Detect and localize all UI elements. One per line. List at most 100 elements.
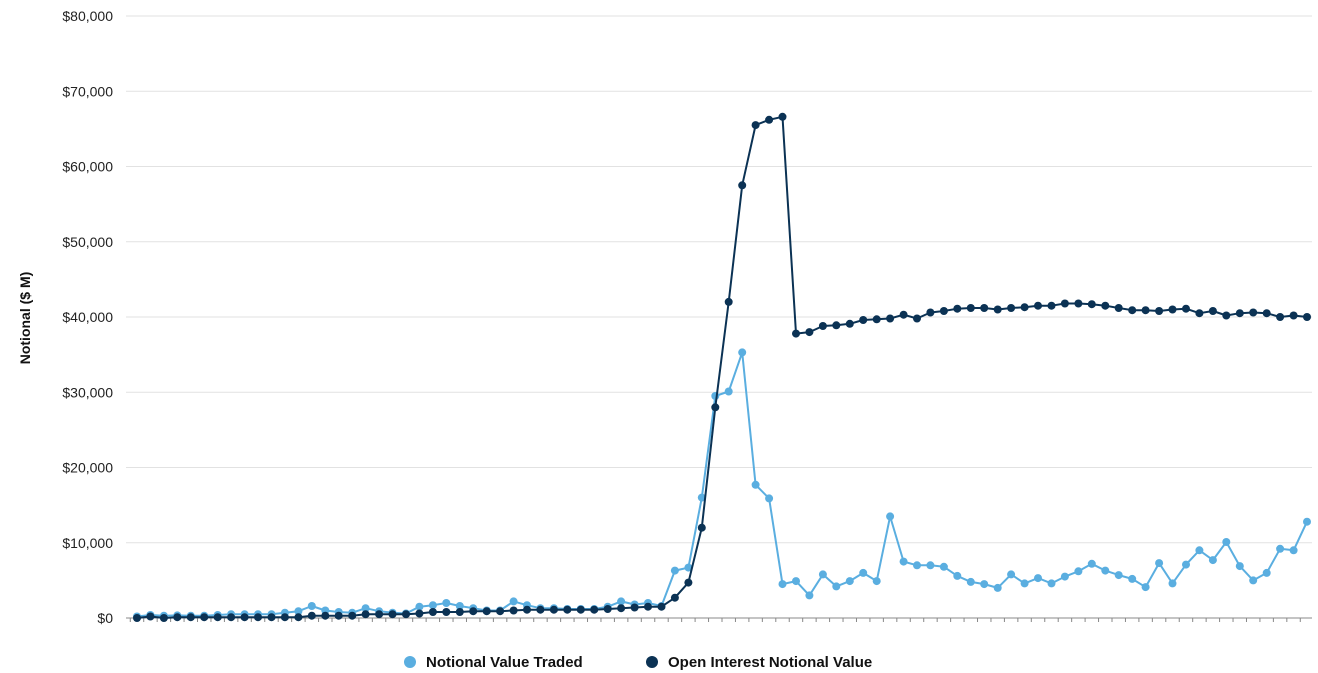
data-point <box>725 298 733 306</box>
y-tick-label: $70,000 <box>62 83 113 99</box>
data-point <box>805 328 813 336</box>
data-point <box>940 563 948 571</box>
data-point <box>1222 312 1230 320</box>
data-point <box>900 558 908 566</box>
gridlines <box>126 16 1312 618</box>
data-point <box>1195 309 1203 317</box>
data-point <box>469 607 477 615</box>
data-point <box>779 580 787 588</box>
data-point <box>563 606 571 614</box>
data-point <box>1142 306 1150 314</box>
data-point <box>725 388 733 396</box>
data-point <box>980 580 988 588</box>
data-point <box>241 613 249 621</box>
data-point <box>752 121 760 129</box>
data-point <box>1007 570 1015 578</box>
data-point <box>967 304 975 312</box>
data-point <box>348 612 356 620</box>
data-point <box>550 606 558 614</box>
data-point <box>294 613 302 621</box>
data-point <box>1128 575 1136 583</box>
data-point <box>1074 300 1082 308</box>
data-point <box>187 613 195 621</box>
data-point <box>1088 560 1096 568</box>
data-point <box>819 570 827 578</box>
data-point <box>429 608 437 616</box>
data-point <box>1222 538 1230 546</box>
data-point <box>1115 304 1123 312</box>
data-point <box>1115 571 1123 579</box>
data-point <box>1236 309 1244 317</box>
data-point <box>873 315 881 323</box>
y-tick-label: $0 <box>97 610 113 626</box>
data-point <box>859 316 867 324</box>
data-point <box>671 567 679 575</box>
data-point <box>1034 574 1042 582</box>
data-point <box>967 578 975 586</box>
data-point <box>590 606 598 614</box>
series-notional-value-traded <box>133 348 1311 620</box>
data-point <box>1182 305 1190 313</box>
data-point <box>389 610 397 618</box>
data-point <box>631 604 639 612</box>
data-point <box>711 403 719 411</box>
data-point <box>1169 306 1177 314</box>
data-point <box>913 315 921 323</box>
data-point <box>1061 573 1069 581</box>
data-point <box>214 613 222 621</box>
data-point <box>442 608 450 616</box>
data-point <box>146 613 154 621</box>
data-point <box>200 613 208 621</box>
data-point <box>953 305 961 313</box>
data-point <box>442 599 450 607</box>
data-point <box>281 613 289 621</box>
data-point <box>779 113 787 121</box>
legend: Notional Value Traded Open Interest Noti… <box>404 654 872 671</box>
data-point <box>1048 579 1056 587</box>
data-point <box>859 569 867 577</box>
data-point <box>913 561 921 569</box>
data-point <box>765 116 773 124</box>
data-point <box>1263 569 1271 577</box>
data-point <box>994 306 1002 314</box>
data-point <box>698 524 706 532</box>
data-point <box>644 603 652 611</box>
data-point <box>496 607 504 615</box>
data-point <box>926 309 934 317</box>
data-point <box>658 603 666 611</box>
data-point <box>536 606 544 614</box>
data-point <box>873 577 881 585</box>
y-tick-label: $60,000 <box>62 159 113 175</box>
data-point <box>1074 567 1082 575</box>
data-point <box>1303 518 1311 526</box>
data-point <box>254 613 262 621</box>
data-point <box>886 512 894 520</box>
data-point <box>1209 556 1217 564</box>
data-point <box>1101 567 1109 575</box>
data-point <box>900 311 908 319</box>
data-point <box>980 304 988 312</box>
series-open-interest-notional-value <box>133 113 1311 622</box>
data-point <box>402 610 410 618</box>
legend-label-open-interest-notional-value: Open Interest Notional Value <box>668 654 872 671</box>
y-tick-label: $10,000 <box>62 535 113 551</box>
data-point <box>832 582 840 590</box>
data-point <box>886 315 894 323</box>
data-point <box>994 584 1002 592</box>
data-point <box>1101 302 1109 310</box>
data-point <box>805 591 813 599</box>
data-point <box>1209 307 1217 315</box>
y-tick-label: $50,000 <box>62 234 113 250</box>
data-point <box>1169 579 1177 587</box>
data-point <box>1263 309 1271 317</box>
data-point <box>321 612 329 620</box>
y-axis-tick-labels: $0 $10,000 $20,000 $30,000 $40,000 $50,000 $60… <box>62 8 113 626</box>
legend-marker-open-interest-notional-value <box>646 656 658 668</box>
data-point <box>375 610 383 618</box>
data-point <box>1155 559 1163 567</box>
data-point <box>819 322 827 330</box>
data-point <box>173 613 181 621</box>
data-point <box>1021 303 1029 311</box>
data-point <box>577 606 585 614</box>
